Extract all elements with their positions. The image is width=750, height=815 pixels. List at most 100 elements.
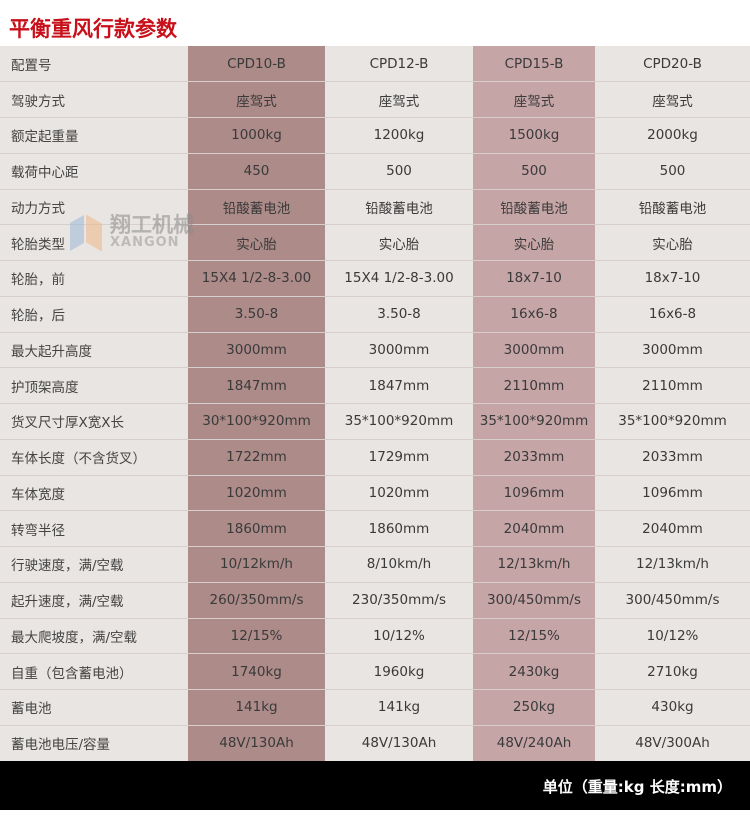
- cell-model-1: 座驾式: [188, 81, 325, 118]
- row-label: 货叉尺寸厚X宽X长: [0, 403, 188, 440]
- cell-model-1: 1740kg: [188, 653, 325, 690]
- table-row: 自重（包含蓄电池） 1740kg 1960kg 2430kg 2710kg: [0, 653, 750, 690]
- row-label: 轮胎，后: [0, 296, 188, 333]
- row-label: 轮胎类型: [0, 224, 188, 261]
- cell-model-2: 1200kg: [325, 117, 473, 154]
- cell-model-2: 铅酸蓄电池: [325, 189, 473, 226]
- cell-model-3: 1096mm: [473, 475, 595, 512]
- row-label: 最大爬坡度，满/空载: [0, 618, 188, 655]
- cell-model-2: 8/10km/h: [325, 546, 473, 583]
- cell-model-3: 3000mm: [473, 332, 595, 369]
- cell-model-1: 48V/130Ah: [188, 725, 325, 761]
- table-row: 轮胎，后 3.50-8 3.50-8 16x6-8 16x6-8: [0, 296, 750, 333]
- cell-model-4: 2710kg: [595, 653, 750, 690]
- cell-model-2: 1960kg: [325, 653, 473, 690]
- cell-model-4: 铅酸蓄电池: [595, 189, 750, 226]
- cell-model-1: 1860mm: [188, 510, 325, 547]
- table-row: 最大起升高度 3000mm 3000mm 3000mm 3000mm: [0, 332, 750, 369]
- cell-model-4: 300/450mm/s: [595, 582, 750, 619]
- table-row: 蓄电池电压/容量 48V/130Ah 48V/130Ah 48V/240Ah 48V/3…: [0, 725, 750, 761]
- cell-model-4: 10/12%: [595, 618, 750, 655]
- row-label: 最大起升高度: [0, 332, 188, 369]
- cell-model-3: 18x7-10: [473, 260, 595, 297]
- row-label: 配置号: [0, 46, 188, 83]
- cell-model-1: 260/350mm/s: [188, 582, 325, 619]
- table-row: 行驶速度，满/空载 10/12km/h 8/10km/h 12/13km/h 12/13…: [0, 546, 750, 583]
- cell-model-3: 12/15%: [473, 618, 595, 655]
- cell-model-4: 3000mm: [595, 332, 750, 369]
- cell-model-3: 2033mm: [473, 439, 595, 476]
- cell-model-1: 30*100*920mm: [188, 403, 325, 440]
- units-footer: 单位（重量:kg 长度:mm）: [0, 761, 750, 810]
- cell-model-4: 实心胎: [595, 224, 750, 261]
- cell-model-1: 10/12km/h: [188, 546, 325, 583]
- table-row: 车体宽度 1020mm 1020mm 1096mm 1096mm: [0, 475, 750, 512]
- row-label: 护顶架高度: [0, 367, 188, 404]
- cell-model-3: 2430kg: [473, 653, 595, 690]
- cell-model-1: 1847mm: [188, 367, 325, 404]
- cell-model-1: 141kg: [188, 689, 325, 726]
- cell-model-1: 3000mm: [188, 332, 325, 369]
- row-label: 车体宽度: [0, 475, 188, 512]
- cell-model-2: 3.50-8: [325, 296, 473, 333]
- cell-model-4: 2033mm: [595, 439, 750, 476]
- cell-model-4: 2110mm: [595, 367, 750, 404]
- cell-model-2: 10/12%: [325, 618, 473, 655]
- cell-model-1: 1020mm: [188, 475, 325, 512]
- table-row: 起升速度，满/空载 260/350mm/s 230/350mm/s 300/450mm…: [0, 582, 750, 619]
- table-row: 额定起重量 1000kg 1200kg 1500kg 2000kg: [0, 117, 750, 154]
- cell-model-3: 2040mm: [473, 510, 595, 547]
- row-label: 转弯半径: [0, 510, 188, 547]
- table-row: 护顶架高度 1847mm 1847mm 2110mm 2110mm: [0, 367, 750, 404]
- cell-model-2: 15X4 1/2-8-3.00: [325, 260, 473, 297]
- table-row: 动力方式 铅酸蓄电池 铅酸蓄电池 铅酸蓄电池 铅酸蓄电池: [0, 189, 750, 226]
- cell-model-3: 12/13km/h: [473, 546, 595, 583]
- row-label: 额定起重量: [0, 117, 188, 154]
- cell-model-3: 实心胎: [473, 224, 595, 261]
- table-row: 转弯半径 1860mm 1860mm 2040mm 2040mm: [0, 510, 750, 547]
- row-label: 驾驶方式: [0, 81, 188, 118]
- cell-model-2: 1860mm: [325, 510, 473, 547]
- table-row: 货叉尺寸厚X宽X长 30*100*920mm 35*100*920mm 35*100*…: [0, 403, 750, 440]
- cell-model-3: 500: [473, 153, 595, 190]
- cell-model-3: 300/450mm/s: [473, 582, 595, 619]
- cell-model-1: 1722mm: [188, 439, 325, 476]
- cell-model-2: 35*100*920mm: [325, 403, 473, 440]
- cell-model-2: 实心胎: [325, 224, 473, 261]
- cell-model-1: 12/15%: [188, 618, 325, 655]
- cell-model-1: 450: [188, 153, 325, 190]
- cell-model-3: 1500kg: [473, 117, 595, 154]
- cell-model-4: 1096mm: [595, 475, 750, 512]
- cell-model-2: 141kg: [325, 689, 473, 726]
- cell-model-2: 1729mm: [325, 439, 473, 476]
- cell-model-2: 1020mm: [325, 475, 473, 512]
- cell-model-1: 实心胎: [188, 224, 325, 261]
- cell-model-1: 15X4 1/2-8-3.00: [188, 260, 325, 297]
- page-title: 平衡重风行款参数: [9, 17, 177, 41]
- cell-model-4: 座驾式: [595, 81, 750, 118]
- cell-model-2: 1847mm: [325, 367, 473, 404]
- row-label: 蓄电池: [0, 689, 188, 726]
- cell-model-4: 16x6-8: [595, 296, 750, 333]
- cell-model-3: CPD15-B: [473, 46, 595, 83]
- cell-model-3: 35*100*920mm: [473, 403, 595, 440]
- row-label: 动力方式: [0, 189, 188, 226]
- cell-model-4: 12/13km/h: [595, 546, 750, 583]
- cell-model-3: 16x6-8: [473, 296, 595, 333]
- table-row: 载荷中心距 450 500 500 500: [0, 153, 750, 190]
- table-row: 配置号 CPD10-B CPD12-B CPD15-B CPD20-B: [0, 46, 750, 83]
- cell-model-4: 35*100*920mm: [595, 403, 750, 440]
- cell-model-4: 430kg: [595, 689, 750, 726]
- row-label: 蓄电池电压/容量: [0, 725, 188, 761]
- cell-model-4: 500: [595, 153, 750, 190]
- cell-model-2: 500: [325, 153, 473, 190]
- cell-model-1: 1000kg: [188, 117, 325, 154]
- cell-model-2: CPD12-B: [325, 46, 473, 83]
- row-label: 自重（包含蓄电池）: [0, 653, 188, 690]
- cell-model-2: 48V/130Ah: [325, 725, 473, 761]
- cell-model-1: CPD10-B: [188, 46, 325, 83]
- cell-model-4: 18x7-10: [595, 260, 750, 297]
- cell-model-3: 2110mm: [473, 367, 595, 404]
- units-note: 单位（重量:kg 长度:mm）: [542, 778, 732, 796]
- cell-model-2: 230/350mm/s: [325, 582, 473, 619]
